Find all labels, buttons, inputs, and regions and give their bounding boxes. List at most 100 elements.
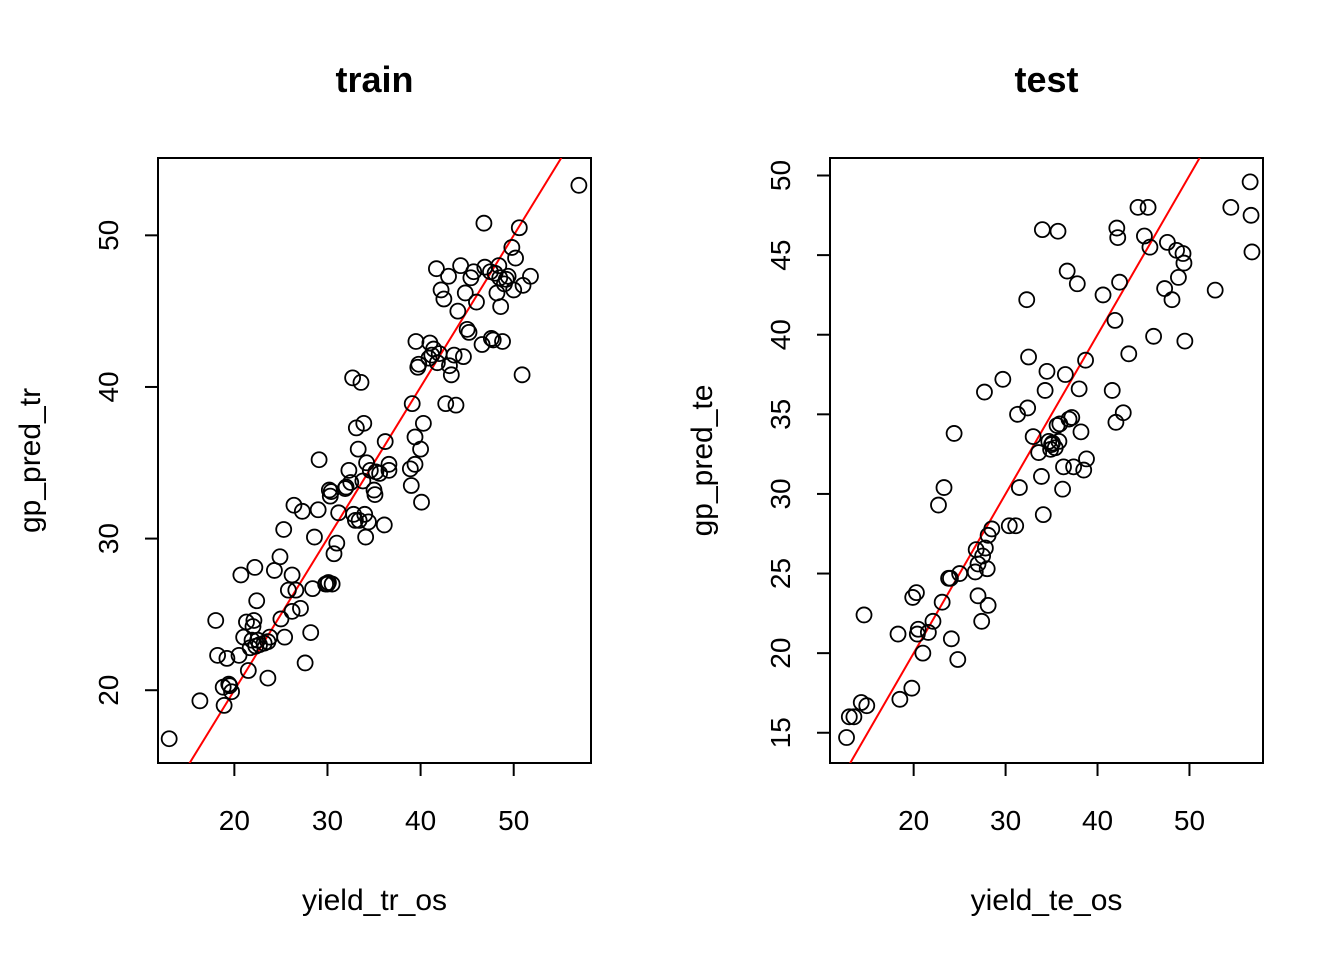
data-point (852, 694, 870, 711)
data-point (271, 548, 289, 566)
data-point (1060, 410, 1078, 428)
data-point (945, 425, 963, 442)
chart-title: test (1014, 59, 1078, 100)
data-point (935, 479, 953, 496)
data-point (949, 651, 967, 668)
data-point (494, 333, 511, 350)
y-axis-label: gp_pred_tr (14, 388, 47, 533)
data-point (440, 267, 457, 285)
data-point (1107, 413, 1125, 431)
data-point (402, 477, 420, 494)
data-point (914, 644, 932, 662)
data-point (1063, 409, 1081, 426)
y-tick-label: 20 (93, 675, 124, 706)
data-point (296, 654, 314, 672)
data-point (891, 690, 909, 708)
data-point (909, 620, 927, 638)
data-point (215, 696, 233, 714)
y-axis: 15 20 25 30 35 40 45 50 (765, 160, 830, 748)
data-point (1242, 206, 1260, 224)
data-point (966, 563, 984, 581)
data-point (1174, 245, 1192, 262)
x-axis: 20 30 40 50 (898, 763, 1205, 836)
data-point (449, 302, 467, 320)
data-point (919, 624, 937, 641)
data-point (414, 414, 432, 432)
data-point (328, 534, 346, 552)
y-tick-label: 15 (765, 717, 796, 748)
data-point (1145, 327, 1163, 345)
data-point (473, 336, 491, 353)
data-point (191, 692, 209, 710)
data-point (969, 555, 987, 573)
data-point (484, 331, 502, 349)
data-point (458, 320, 476, 338)
data-point (1120, 345, 1138, 363)
data-point (933, 593, 951, 611)
data-point (1109, 229, 1127, 247)
data-points (160, 176, 588, 748)
x-tick-label: 30 (312, 805, 343, 836)
data-point (1024, 428, 1042, 446)
data-point (1072, 423, 1090, 441)
data-point (248, 592, 266, 610)
data-point (1077, 351, 1094, 369)
test-panel: test 20 30 40 50 15 20 25 30 35 40 45 50 yield_te_… (686, 59, 1264, 917)
data-point (239, 662, 257, 679)
data-point (292, 599, 309, 617)
data-point (355, 414, 373, 432)
data-point (207, 612, 225, 629)
chart-title: train (335, 59, 413, 100)
data-point (380, 455, 398, 473)
data-point (1243, 243, 1261, 261)
data-point (1054, 480, 1071, 498)
data-point (1036, 382, 1054, 399)
data-point (310, 451, 328, 469)
data-point (460, 323, 478, 341)
data-point (465, 263, 483, 281)
data-point (340, 461, 358, 479)
x-tick-label: 40 (405, 805, 436, 836)
y-tick-label: 50 (765, 160, 796, 191)
data-point (293, 502, 311, 520)
data-point (279, 581, 297, 599)
data-point (432, 281, 450, 299)
x-tick-label: 50 (1174, 805, 1205, 836)
data-point (924, 612, 942, 630)
data-point (976, 539, 994, 557)
data-point (360, 513, 377, 531)
data-point (1111, 273, 1128, 291)
data-point (1033, 468, 1050, 485)
data-point (513, 366, 531, 384)
data-point (287, 581, 305, 599)
data-point (570, 176, 588, 194)
reference-line (849, 158, 1201, 763)
data-point (265, 562, 283, 579)
data-point (412, 440, 429, 458)
data-point (445, 346, 463, 364)
data-point (320, 481, 338, 499)
data-point (356, 505, 374, 523)
data-point (376, 433, 394, 450)
data-point (447, 396, 465, 414)
data-point (1010, 479, 1028, 496)
data-point (366, 486, 384, 504)
data-point (455, 348, 472, 366)
data-point (349, 440, 367, 458)
data-point (1241, 173, 1259, 191)
data-point (1170, 269, 1187, 286)
data-point (930, 496, 947, 514)
data-point (522, 267, 539, 285)
y-tick-label: 35 (765, 399, 796, 430)
y-tick-label: 30 (93, 523, 124, 554)
data-point (1206, 281, 1224, 299)
data-point (1163, 291, 1181, 309)
data-point (1094, 286, 1112, 304)
data-point (1033, 221, 1051, 239)
data-point (1000, 517, 1018, 535)
data-point (1049, 222, 1067, 240)
data-point (1030, 444, 1048, 461)
x-axis-label: yield_te_os (971, 884, 1123, 917)
data-point (218, 649, 236, 667)
data-point (302, 624, 320, 641)
